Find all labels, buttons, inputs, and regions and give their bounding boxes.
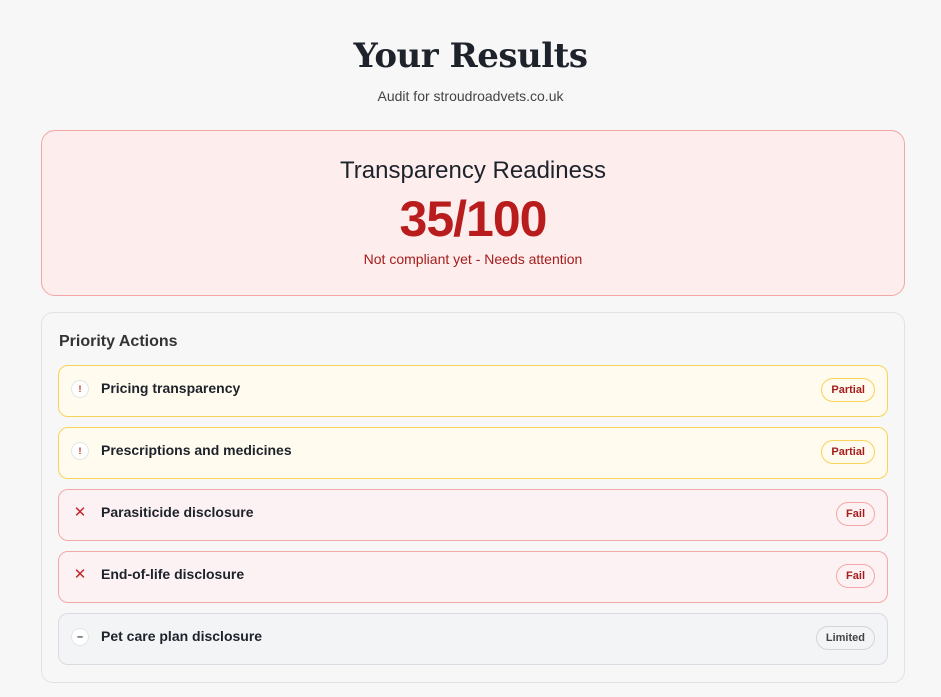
priority-actions-panel: Priority Actions ! Pricing transparency … [41, 312, 905, 683]
status-badge: Partial [821, 378, 875, 402]
status-badge: Limited [815, 626, 875, 650]
exclamation-icon: ! [71, 380, 89, 398]
score-heading: Transparency Readiness [340, 157, 606, 184]
minus-icon: – [71, 628, 89, 646]
status-badge: Partial [821, 440, 875, 464]
priority-item-prescriptions[interactable]: ! Prescriptions and medicines Partial [58, 427, 888, 479]
item-label: Pricing transparency [101, 380, 241, 396]
page-subtitle: Audit for stroudroadvets.co.uk [377, 88, 564, 104]
score-value: 35/100 [399, 191, 548, 247]
status-badge: Fail [836, 502, 875, 526]
item-label: Prescriptions and medicines [101, 442, 292, 458]
page-title: Your Results [353, 36, 588, 76]
item-label: End-of-life disclosure [101, 566, 245, 582]
item-label: Parasiticide disclosure [101, 504, 254, 520]
x-icon: ✕ [73, 504, 87, 521]
priority-item-pet-care-plan[interactable]: – Pet care plan disclosure Limited [58, 613, 888, 665]
status-badge: Fail [836, 564, 875, 588]
priority-item-end-of-life[interactable]: ✕ End-of-life disclosure Fail [58, 551, 888, 603]
priority-item-pricing-transparency[interactable]: ! Pricing transparency Partial [58, 365, 888, 417]
item-label: Pet care plan disclosure [101, 628, 263, 644]
x-icon: ✕ [73, 566, 87, 583]
priority-item-parasiticide[interactable]: ✕ Parasiticide disclosure Fail [58, 489, 888, 541]
score-card: Transparency Readiness 35/100 Not compli… [41, 130, 905, 296]
exclamation-icon: ! [71, 442, 89, 460]
priority-actions-heading: Priority Actions [59, 333, 178, 350]
score-status: Not compliant yet - Needs attention [363, 251, 583, 267]
